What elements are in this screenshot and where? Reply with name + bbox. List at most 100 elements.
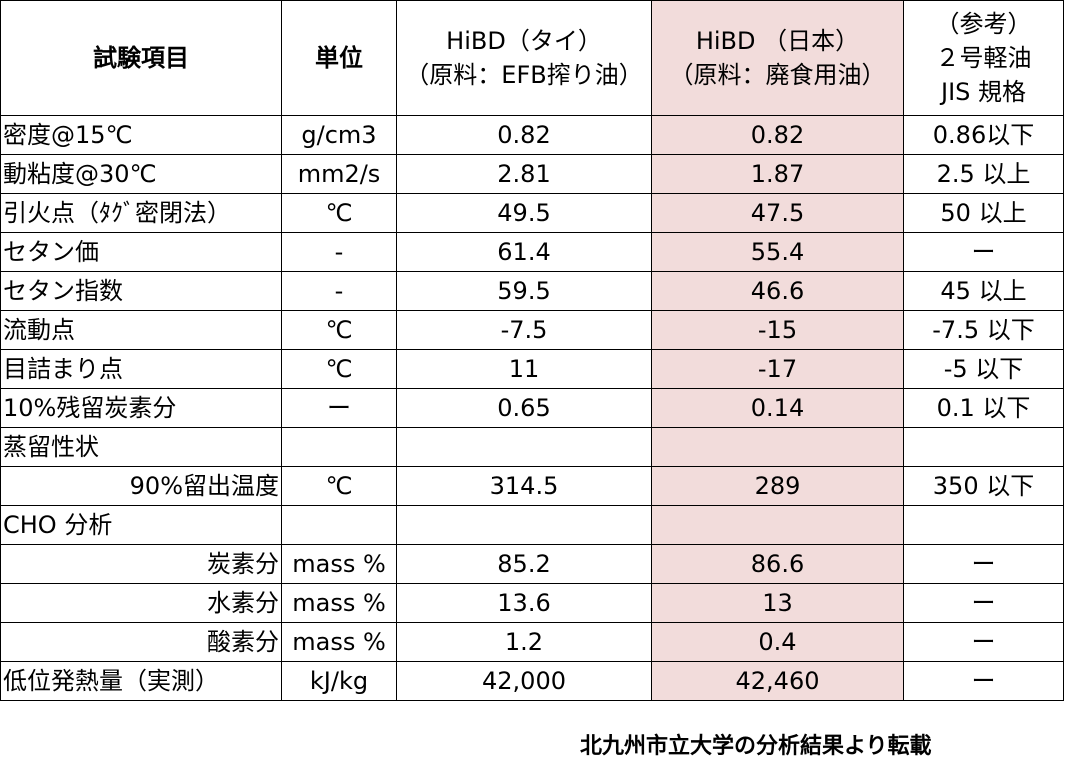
- row-thai: 85.2: [396, 544, 652, 584]
- row-thai: 42,000: [396, 661, 652, 701]
- row-unit: [281, 427, 397, 467]
- row-thai: 59.5: [396, 271, 652, 311]
- table-row: 90%留出温度 ℃ 314.5 289 350 以下: [0, 466, 1064, 506]
- row-ref: ー: [903, 622, 1064, 662]
- row-japan: 289: [651, 466, 904, 506]
- row-japan: 13: [651, 583, 904, 623]
- row-unit: ℃: [281, 466, 397, 506]
- row-item: 蒸留性状: [0, 427, 282, 467]
- row-ref: ー: [903, 661, 1064, 701]
- row-ref: -7.5 以下: [903, 310, 1064, 350]
- row-item: 動粘度@30℃: [0, 154, 282, 194]
- row-ref: 350 以下: [903, 466, 1064, 506]
- row-japan: 0.82: [651, 115, 904, 155]
- row-item: 目詰まり点: [0, 349, 282, 389]
- row-thai: [396, 505, 652, 545]
- row-ref: [903, 505, 1064, 545]
- row-unit: mass %: [281, 544, 397, 584]
- row-item: 密度@15℃: [0, 115, 282, 155]
- row-ref: -5 以下: [903, 349, 1064, 389]
- header-ref-line2: ２号軽油: [935, 44, 1032, 72]
- table-row: 流動点 ℃ -7.5 -15 -7.5 以下: [0, 310, 1064, 350]
- row-japan: [651, 427, 904, 467]
- row-ref: 0.86以下: [903, 115, 1064, 155]
- table-row: CHO 分析: [0, 505, 1064, 545]
- header-japan: HiBD （日本） （原料：廃食用油）: [651, 0, 904, 116]
- table-header-row: 試験項目 単位 HiBD（タイ） （原料：EFB搾り油） HiBD （日本） （…: [0, 0, 1064, 116]
- source-note: 北九州市立大学の分析結果より転載: [580, 734, 932, 759]
- row-thai: 61.4: [396, 232, 652, 272]
- row-japan: 0.4: [651, 622, 904, 662]
- table-row: 水素分 mass % 13.6 13 ー: [0, 583, 1064, 623]
- row-thai: 13.6: [396, 583, 652, 623]
- row-japan: 86.6: [651, 544, 904, 584]
- table-row: 10%残留炭素分 ー 0.65 0.14 0.1 以下: [0, 388, 1064, 428]
- header-unit: 単位: [281, 0, 397, 116]
- row-japan: 1.87: [651, 154, 904, 194]
- row-unit: [281, 505, 397, 545]
- row-item: 炭素分: [0, 544, 282, 584]
- row-item: 酸素分: [0, 622, 282, 662]
- header-thai-line2: （原料：EFB搾り油）: [405, 61, 643, 89]
- row-japan: -15: [651, 310, 904, 350]
- row-item: 水素分: [0, 583, 282, 623]
- table-row: 目詰まり点 ℃ 11 -17 -5 以下: [0, 349, 1064, 389]
- table-row: 低位発熱量（実測） kJ/kg 42,000 42,460 ー: [0, 661, 1064, 701]
- table-row: 動粘度@30℃ mm2/s 2.81 1.87 2.5 以上: [0, 154, 1064, 194]
- row-unit: kJ/kg: [281, 661, 397, 701]
- row-unit: ℃: [281, 349, 397, 389]
- row-item: 90%留出温度: [0, 466, 282, 506]
- row-ref: ー: [903, 544, 1064, 584]
- row-unit: ー: [281, 388, 397, 428]
- row-thai: [396, 427, 652, 467]
- row-ref: 45 以上: [903, 271, 1064, 311]
- row-unit: mass %: [281, 583, 397, 623]
- row-item: 引火点（ﾀｸﾞ密閉法）: [0, 193, 282, 233]
- row-thai: 0.82: [396, 115, 652, 155]
- row-item: セタン指数: [0, 271, 282, 311]
- header-ref-line1: （参考）: [935, 10, 1032, 38]
- row-thai: 11: [396, 349, 652, 389]
- table-row: 密度@15℃ g/cm3 0.82 0.82 0.86以下: [0, 115, 1064, 155]
- row-thai: 1.2: [396, 622, 652, 662]
- row-thai: 2.81: [396, 154, 652, 194]
- header-japan-line2: （原料：廃食用油）: [669, 61, 886, 89]
- row-thai: 49.5: [396, 193, 652, 233]
- row-thai: 0.65: [396, 388, 652, 428]
- header-japan-line1: HiBD （日本）: [695, 27, 860, 55]
- row-japan: 55.4: [651, 232, 904, 272]
- table-row: セタン指数 - 59.5 46.6 45 以上: [0, 271, 1064, 311]
- row-ref: 2.5 以上: [903, 154, 1064, 194]
- row-japan: 0.14: [651, 388, 904, 428]
- header-reference: （参考） ２号軽油 JIS 規格: [903, 0, 1064, 116]
- table-row: セタン価 - 61.4 55.4 ー: [0, 232, 1064, 272]
- row-item: CHO 分析: [0, 505, 282, 545]
- header-ref-line3: JIS 規格: [940, 78, 1027, 106]
- row-unit: mass %: [281, 622, 397, 662]
- header-thai: HiBD（タイ） （原料：EFB搾り油）: [396, 0, 652, 116]
- row-ref: 50 以上: [903, 193, 1064, 233]
- row-ref: ー: [903, 583, 1064, 623]
- table-row: 蒸留性状: [0, 427, 1064, 467]
- row-unit: ℃: [281, 193, 397, 233]
- table-row: 引火点（ﾀｸﾞ密閉法） ℃ 49.5 47.5 50 以上: [0, 193, 1064, 233]
- row-unit: -: [281, 271, 397, 311]
- table-row: 炭素分 mass % 85.2 86.6 ー: [0, 544, 1064, 584]
- row-japan: 46.6: [651, 271, 904, 311]
- fuel-spec-table: 試験項目 単位 HiBD（タイ） （原料：EFB搾り油） HiBD （日本） （…: [0, 0, 1064, 701]
- header-item: 試験項目: [0, 0, 282, 116]
- row-item: 低位発熱量（実測）: [0, 661, 282, 701]
- row-ref: ー: [903, 232, 1064, 272]
- row-item: セタン価: [0, 232, 282, 272]
- row-japan: 47.5: [651, 193, 904, 233]
- header-thai-line1: HiBD（タイ）: [446, 27, 602, 55]
- row-thai: -7.5: [396, 310, 652, 350]
- row-japan: 42,460: [651, 661, 904, 701]
- row-ref: [903, 427, 1064, 467]
- table-row: 酸素分 mass % 1.2 0.4 ー: [0, 622, 1064, 662]
- row-ref: 0.1 以下: [903, 388, 1064, 428]
- row-japan: [651, 505, 904, 545]
- row-unit: g/cm3: [281, 115, 397, 155]
- row-unit: ℃: [281, 310, 397, 350]
- row-unit: -: [281, 232, 397, 272]
